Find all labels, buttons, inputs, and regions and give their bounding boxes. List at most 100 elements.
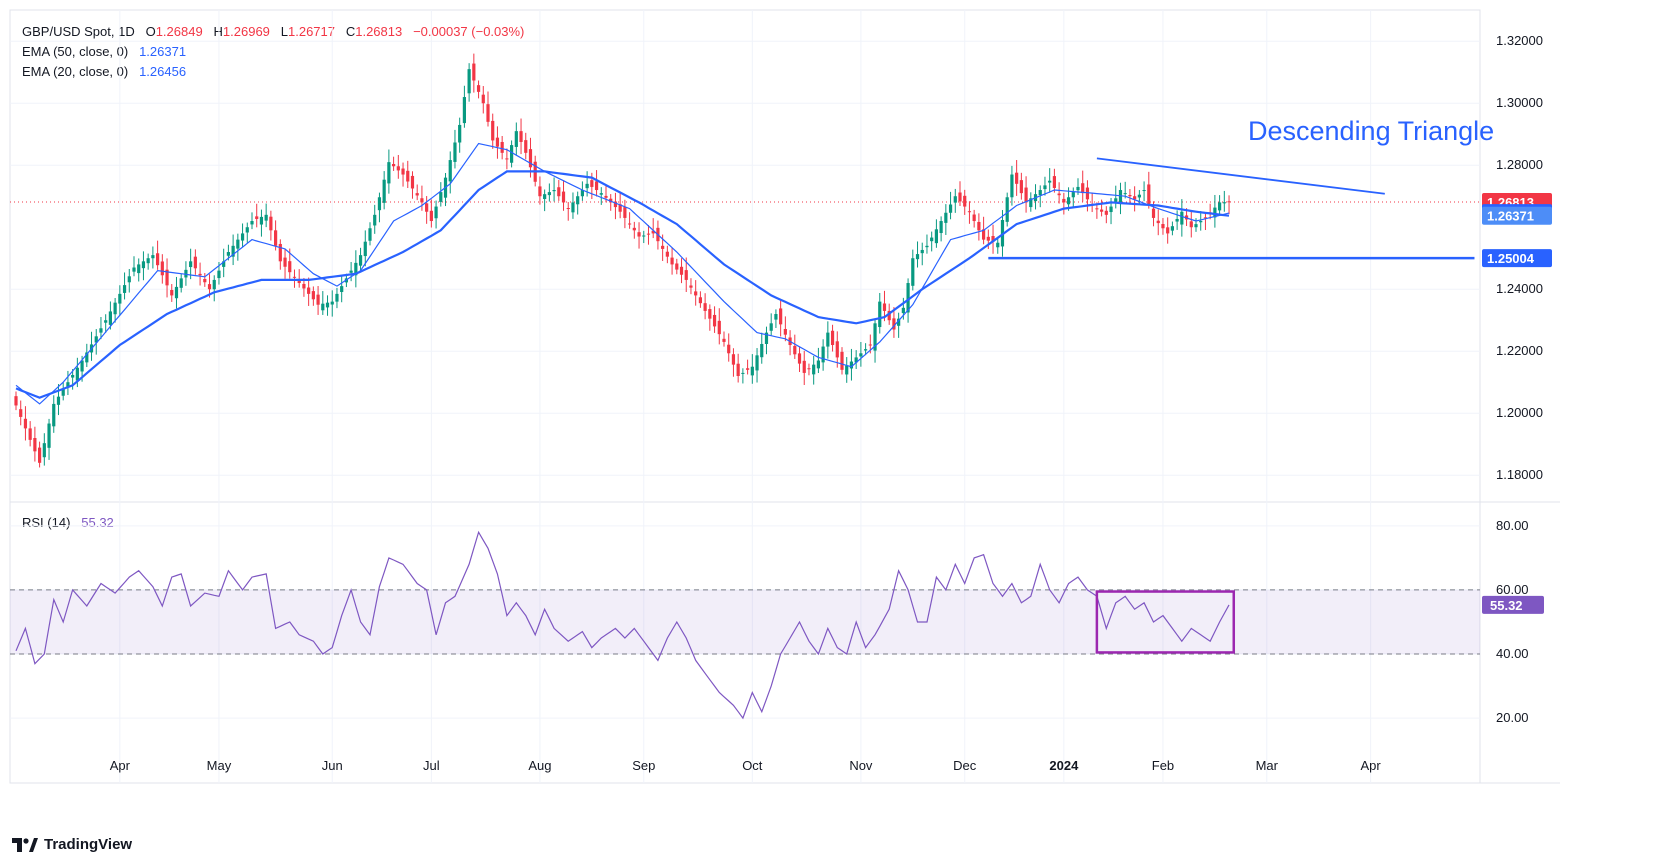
candle-body [873, 323, 877, 351]
time-tick-label: Jun [322, 758, 343, 773]
candle-body [1015, 172, 1019, 184]
candle-body [915, 254, 920, 260]
candle-body [340, 286, 344, 293]
candle-body [467, 69, 471, 94]
candle-body [514, 131, 518, 147]
candle-body [122, 285, 127, 293]
candle-body [764, 332, 769, 344]
candle-body [410, 175, 415, 189]
candle-body [769, 323, 773, 331]
candle-body [694, 291, 698, 296]
rsi-tick-label: 20.00 [1496, 710, 1529, 725]
candle-body [23, 418, 28, 429]
candle-body [448, 160, 452, 182]
candle-body [708, 309, 712, 319]
candle-body [1175, 218, 1179, 222]
candle-body [868, 344, 872, 346]
candle-body [274, 230, 278, 246]
candle-body [722, 338, 726, 342]
close-label: C [345, 24, 356, 39]
candle-body [712, 314, 717, 327]
drawings[interactable] [988, 157, 1475, 654]
candle-body [963, 195, 967, 207]
high-label: H [213, 24, 223, 39]
candle-body [812, 364, 816, 375]
candle-body [1062, 198, 1066, 203]
candle-body [1203, 217, 1208, 219]
candle-body [1161, 224, 1165, 229]
candle-body [217, 270, 221, 279]
candle-body [42, 443, 46, 458]
time-tick-label: Oct [742, 758, 763, 773]
candle-body [755, 355, 759, 371]
candle-body [1052, 176, 1056, 188]
candle-body [170, 289, 174, 296]
candle-body [104, 320, 108, 323]
candle-body [618, 204, 622, 212]
candle-body [849, 361, 854, 369]
candle-body [160, 261, 164, 276]
candle-body [212, 279, 216, 290]
candle-body [797, 353, 802, 364]
candle-body [632, 227, 636, 231]
time-tick-label: Apr [1361, 758, 1382, 773]
candle-body [283, 257, 287, 267]
ema20-legend[interactable]: EMA (20, close, 0) 1.26456 [22, 64, 186, 79]
rsi-line-group [15, 530, 1230, 720]
candle-body [1189, 221, 1193, 228]
open-value: 1.26849 [155, 24, 203, 39]
price-tick-label: 1.30000 [1496, 95, 1543, 110]
candle-body [358, 255, 363, 266]
candle-body [80, 360, 84, 372]
candle-body [47, 423, 51, 448]
candle-body [1137, 194, 1141, 198]
candle-body [1029, 198, 1033, 208]
candle-body [316, 294, 320, 305]
candle-body [392, 163, 396, 167]
candle-body [741, 372, 745, 374]
candle-body [486, 104, 490, 122]
rsi-tick-label: 40.00 [1496, 646, 1529, 661]
tradingview-logo[interactable]: TradingView [12, 836, 132, 853]
candle-body [61, 389, 65, 396]
time-tick-label: Sep [632, 758, 655, 773]
candle-body [1071, 192, 1075, 198]
candle-body [878, 301, 882, 328]
candle-body [396, 166, 400, 171]
candle-body [278, 243, 282, 262]
candle-body [33, 438, 37, 452]
candle-body [420, 198, 424, 203]
candle-body [1076, 186, 1080, 191]
candle-body [1194, 224, 1198, 228]
candle-body [354, 262, 358, 276]
candle-body [934, 229, 938, 244]
candle-body [561, 191, 566, 203]
candle-body [1180, 211, 1184, 225]
price-tick-label: 1.18000 [1496, 467, 1543, 482]
open-label: O [145, 24, 156, 39]
candle-body [491, 120, 495, 141]
tradingview-icon [12, 837, 38, 852]
candle-body [698, 297, 702, 304]
candle-body [887, 310, 891, 321]
candle-body [189, 261, 193, 268]
candle-body [425, 203, 429, 212]
candle-body [259, 216, 264, 225]
candle-body [184, 269, 188, 278]
candle-body [651, 230, 655, 234]
descending-triangle-label[interactable]: Descending Triangle [1248, 116, 1494, 146]
candle-body [500, 141, 504, 153]
candle-body [1066, 197, 1071, 205]
candle-body [1057, 193, 1061, 196]
candle-body [401, 168, 405, 175]
time-tick-label: Dec [953, 758, 977, 773]
candle-body [864, 349, 868, 351]
ema50-legend[interactable]: EMA (50, close, 0) 1.26371 [22, 44, 186, 59]
candle-body [646, 233, 651, 235]
candle-body [14, 396, 18, 406]
candle-body [783, 329, 787, 335]
candle-body [1095, 208, 1099, 210]
ema50-label: EMA (50, close, 0) [22, 44, 129, 59]
candle-body [240, 233, 245, 241]
